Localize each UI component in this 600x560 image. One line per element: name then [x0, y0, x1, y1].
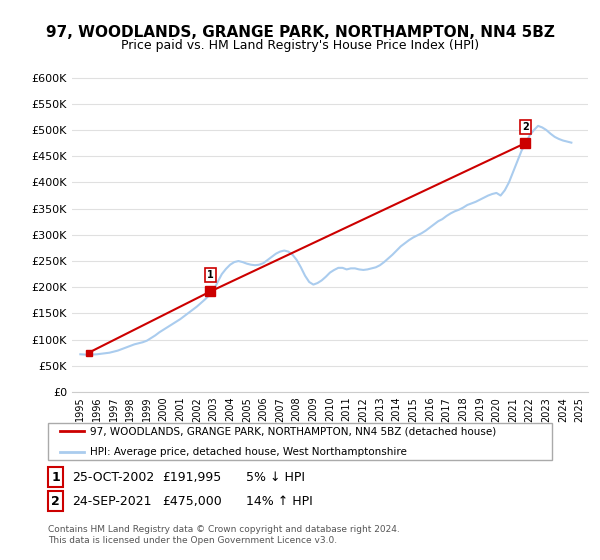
Text: 97, WOODLANDS, GRANGE PARK, NORTHAMPTON, NN4 5BZ: 97, WOODLANDS, GRANGE PARK, NORTHAMPTON,… [46, 25, 554, 40]
Text: 1: 1 [207, 270, 214, 281]
Text: This data is licensed under the Open Government Licence v3.0.: This data is licensed under the Open Gov… [48, 536, 337, 545]
Text: 5% ↓ HPI: 5% ↓ HPI [246, 470, 305, 484]
Text: 24-SEP-2021: 24-SEP-2021 [72, 494, 151, 508]
Text: £191,995: £191,995 [162, 470, 221, 484]
Text: £475,000: £475,000 [162, 494, 222, 508]
Text: 1: 1 [51, 470, 60, 484]
Text: 97, WOODLANDS, GRANGE PARK, NORTHAMPTON, NN4 5BZ (detached house): 97, WOODLANDS, GRANGE PARK, NORTHAMPTON,… [90, 426, 496, 436]
Text: Price paid vs. HM Land Registry's House Price Index (HPI): Price paid vs. HM Land Registry's House … [121, 39, 479, 52]
Text: HPI: Average price, detached house, West Northamptonshire: HPI: Average price, detached house, West… [90, 447, 407, 457]
Text: 2: 2 [51, 494, 60, 508]
Text: 25-OCT-2002: 25-OCT-2002 [72, 470, 154, 484]
Text: 14% ↑ HPI: 14% ↑ HPI [246, 494, 313, 508]
Text: 2: 2 [522, 122, 529, 132]
Text: Contains HM Land Registry data © Crown copyright and database right 2024.: Contains HM Land Registry data © Crown c… [48, 525, 400, 534]
